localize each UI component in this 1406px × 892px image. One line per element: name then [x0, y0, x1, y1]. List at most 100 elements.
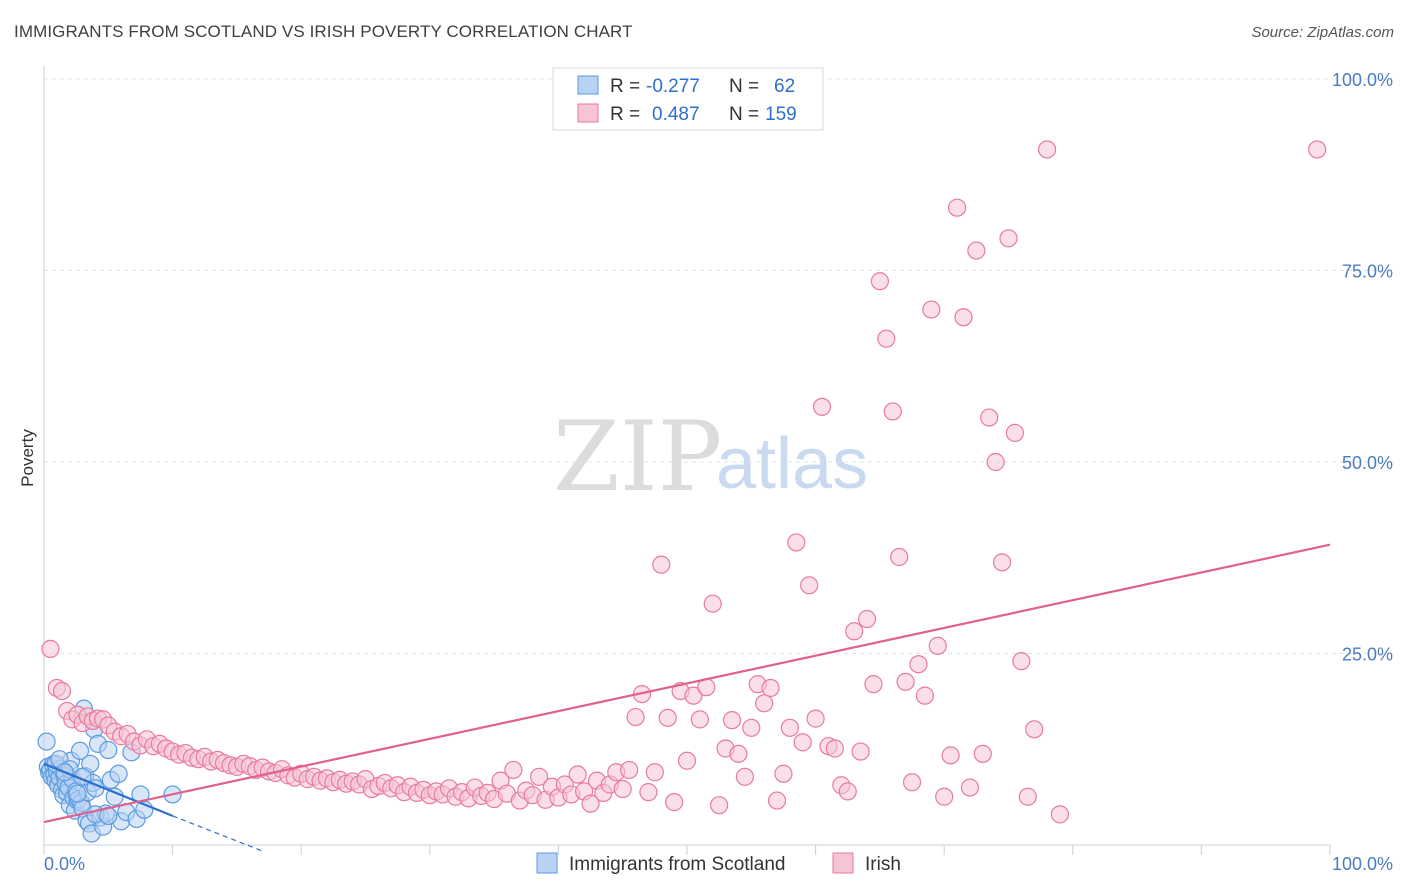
data-point-irish	[530, 767, 549, 786]
data-point-scotland	[70, 741, 90, 760]
data-point-irish	[581, 794, 600, 813]
legend-n-label-2: N =	[729, 104, 759, 125]
data-point-irish	[883, 402, 902, 421]
legend-r-label-2: R =	[610, 104, 640, 125]
series-legend-label-scotland: Immigrants from Scotland	[569, 854, 785, 875]
data-point-irish	[896, 672, 915, 691]
watermark: ZIP atlas	[553, 401, 868, 513]
chart-title: IMMIGRANTS FROM SCOTLAND VS IRISH POVERT…	[14, 22, 633, 41]
data-point-irish	[1018, 787, 1037, 806]
data-point-irish	[41, 639, 60, 659]
legend-n-value-1: 62	[774, 76, 795, 97]
data-point-irish	[877, 329, 896, 348]
data-point-irish	[909, 655, 928, 674]
data-point-irish	[645, 763, 664, 782]
data-point-irish	[960, 778, 980, 797]
series-legend: Immigrants from Scotland Irish	[536, 852, 901, 875]
stats-legend: R = -0.277 N = 62 R = 0.487 N = 159	[552, 67, 824, 131]
data-point-irish	[812, 397, 832, 416]
chart-source: Source: ZipAtlas.com	[1251, 24, 1394, 41]
data-point-irish	[1308, 140, 1327, 159]
data-point-irish	[935, 787, 954, 806]
axes	[43, 66, 1331, 855]
data-point-irish	[857, 609, 877, 629]
data-point-irish	[658, 708, 677, 727]
y-tick-label: 75.0%	[1342, 262, 1393, 282]
watermark-atlas: atlas	[716, 424, 868, 504]
watermark-zip: ZIP	[553, 401, 722, 513]
legend-r-value-1: -0.277	[646, 76, 700, 97]
series-legend-swatch-irish	[832, 852, 854, 874]
data-point-irish	[825, 739, 844, 758]
data-point-irish	[941, 746, 960, 765]
trend-lines	[43, 543, 1331, 852]
data-point-irish	[986, 452, 1005, 472]
data-point-irish	[1037, 140, 1057, 159]
data-point-irish	[568, 765, 587, 784]
data-point-irish	[1005, 423, 1025, 442]
y-axis-title: Poverty	[18, 429, 37, 487]
data-point-irish	[890, 547, 909, 567]
data-point-irish	[967, 241, 986, 260]
legend-n-label-1: N =	[729, 76, 759, 97]
data-point-irish	[1025, 720, 1044, 739]
data-point-irish	[665, 793, 684, 812]
data-point-irish	[1050, 805, 1070, 824]
series-legend-label-irish: Irish	[865, 854, 901, 875]
data-point-irish	[973, 744, 992, 763]
data-point-scotland	[99, 740, 118, 760]
data-point-irish	[928, 636, 947, 655]
data-point-irish	[851, 742, 870, 761]
data-point-irish	[755, 694, 774, 713]
data-point-scotland	[68, 784, 87, 803]
data-point-irish	[793, 733, 812, 752]
data-point-irish	[52, 681, 72, 701]
data-point-irish	[922, 300, 941, 319]
data-point-irish	[722, 711, 742, 730]
x-tick-label: 0.0%	[44, 854, 85, 874]
data-point-irish	[800, 576, 819, 595]
data-point-irish	[838, 782, 857, 801]
data-point-irish	[710, 796, 729, 815]
data-point-irish	[787, 533, 806, 552]
legend-n-value-2: 159	[765, 104, 797, 125]
data-point-irish	[870, 272, 890, 291]
data-point-irish	[845, 622, 864, 641]
y-tick-label: 100.0%	[1332, 70, 1393, 90]
data-point-scotland	[109, 764, 128, 783]
data-point-irish	[613, 779, 632, 799]
legend-swatch-pink	[577, 103, 599, 123]
data-point-irish	[703, 594, 722, 613]
data-points	[37, 140, 1327, 843]
data-point-irish	[915, 686, 935, 705]
y-tick-label: 50.0%	[1342, 453, 1393, 473]
data-point-irish	[1012, 652, 1031, 671]
data-point-irish	[626, 707, 645, 727]
tick-labels: 25.0% 50.0% 75.0% 100.0% 0.0% 100.0%	[44, 70, 1393, 874]
data-point-irish	[806, 709, 825, 728]
series-legend-swatch-scotland	[536, 852, 558, 874]
trend-line-scotland	[43, 762, 174, 817]
data-point-irish	[504, 760, 523, 780]
grid	[44, 78, 1393, 654]
data-point-irish	[639, 783, 658, 802]
data-point-irish	[780, 718, 799, 737]
x-tick-label: 100.0%	[1332, 854, 1393, 874]
data-point-irish	[767, 791, 787, 810]
data-point-irish	[684, 686, 703, 705]
legend-r-value-2: 0.487	[652, 104, 700, 125]
data-point-irish	[652, 555, 671, 574]
data-point-irish	[774, 764, 793, 783]
data-point-irish	[677, 751, 697, 770]
legend-r-label-1: R =	[610, 76, 640, 97]
data-point-irish	[761, 678, 780, 698]
data-point-irish	[742, 718, 761, 737]
trend-line-irish	[43, 543, 1331, 824]
data-point-irish	[729, 744, 748, 763]
data-point-irish	[992, 553, 1012, 572]
legend-swatch-blue	[577, 75, 599, 95]
data-point-irish	[947, 198, 967, 217]
data-point-irish	[999, 229, 1018, 248]
data-point-irish	[864, 675, 883, 694]
data-point-irish	[735, 767, 754, 786]
